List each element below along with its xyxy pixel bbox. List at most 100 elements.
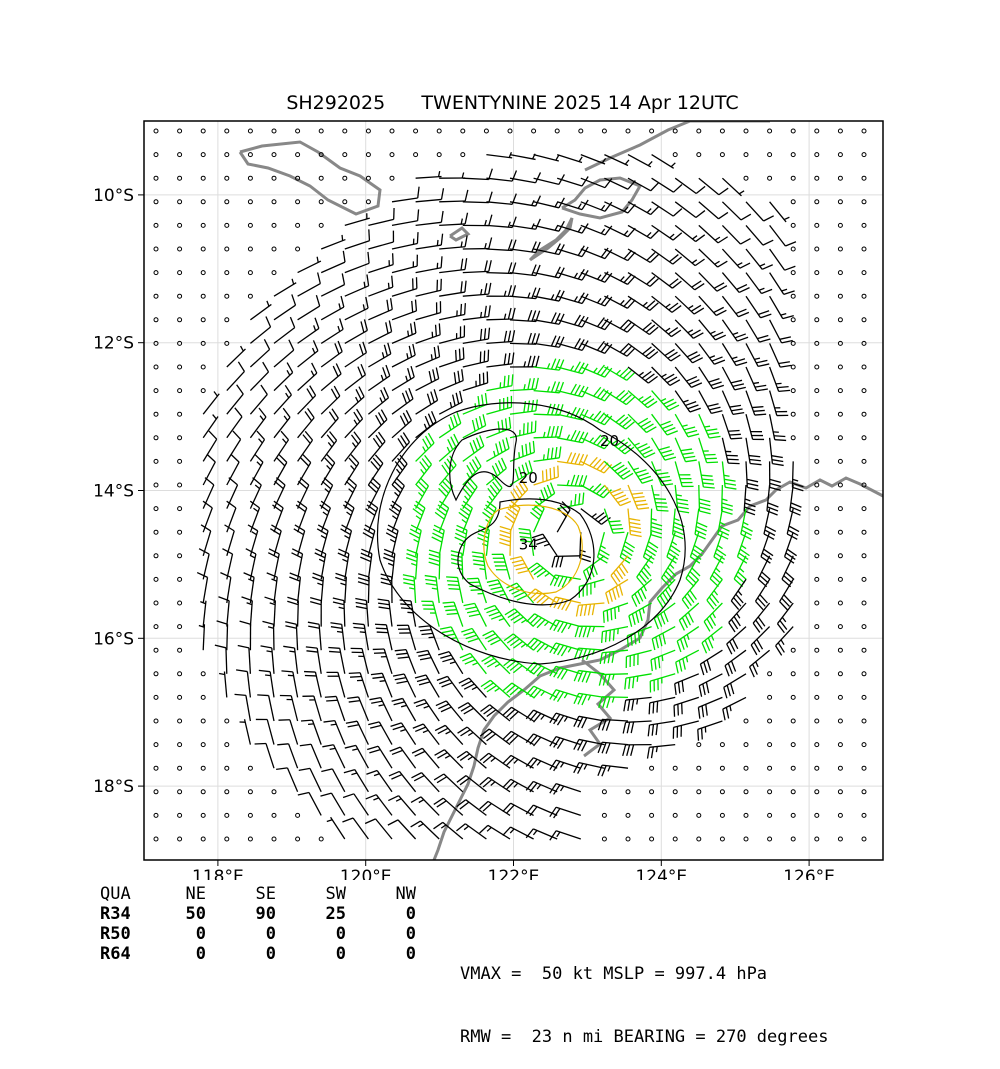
- wind-barbs: [154, 129, 866, 841]
- coastline-island-north: [585, 121, 770, 170]
- calm-marker: [838, 601, 842, 605]
- calm-marker: [272, 790, 276, 794]
- calm-marker: [272, 176, 276, 180]
- wind-barb: [770, 273, 795, 295]
- wind-barb: [414, 700, 439, 721]
- wind-barb: [368, 321, 391, 344]
- wind-barb: [746, 438, 761, 465]
- wind-barb: [250, 301, 271, 320]
- calm-marker: [744, 153, 748, 157]
- calm-marker: [862, 153, 866, 157]
- calm-marker: [154, 483, 158, 487]
- calm-marker: [248, 813, 252, 817]
- calm-marker: [154, 648, 158, 652]
- wind-barb: [328, 648, 344, 674]
- calm-marker: [838, 695, 842, 699]
- lat-tick-label: 14°S: [93, 482, 134, 502]
- calm-marker: [673, 129, 677, 133]
- calm-marker: [697, 743, 701, 747]
- wind-barb: [674, 697, 699, 716]
- wind-barb: [785, 532, 797, 563]
- wind-barb: [581, 318, 612, 330]
- wind-barb: [722, 296, 748, 317]
- wind-barb: [392, 232, 418, 249]
- wind-barb: [722, 225, 750, 244]
- wind-barb: [550, 737, 581, 749]
- calm-marker: [815, 294, 819, 298]
- calm-marker: [768, 176, 772, 180]
- wind-barb: [770, 438, 784, 466]
- calm-marker: [862, 530, 866, 534]
- wind-barb: [463, 283, 491, 296]
- calm-marker: [815, 412, 819, 416]
- wind-barb: [368, 231, 393, 249]
- wind-barb: [416, 256, 442, 272]
- wind-barb: [652, 367, 680, 385]
- calm-marker: [319, 837, 323, 841]
- wind-barb: [392, 366, 414, 390]
- calm-marker: [838, 129, 842, 133]
- wind-barb: [722, 249, 750, 268]
- wind-barb: [722, 414, 742, 439]
- wind-barb: [699, 438, 718, 463]
- wind-barb: [534, 447, 561, 462]
- wind-barb: [677, 627, 699, 652]
- calm-marker: [225, 743, 229, 747]
- calm-marker: [720, 129, 724, 133]
- calm-marker: [838, 719, 842, 723]
- wind-barb: [486, 308, 515, 320]
- table-row: R34 50 90 25 0: [100, 904, 416, 924]
- wind-barb: [483, 631, 510, 650]
- wind-barb: [236, 670, 250, 698]
- calm-marker: [178, 318, 182, 322]
- wind-barb: [255, 743, 274, 768]
- calm-marker: [862, 790, 866, 794]
- wind-barb: [628, 509, 642, 537]
- wind-barb: [436, 701, 463, 721]
- calm-marker: [838, 766, 842, 770]
- wind-barb: [390, 747, 416, 768]
- wind-barb: [250, 317, 270, 344]
- calm-marker: [815, 530, 819, 534]
- wind-barb: [321, 409, 338, 438]
- wind-barb: [416, 389, 438, 414]
- wind-barb: [238, 645, 251, 673]
- wind-barb: [425, 576, 439, 603]
- calm-marker: [248, 790, 252, 794]
- wind-barb: [298, 363, 317, 391]
- wind-barb: [557, 452, 587, 465]
- wind-barb: [699, 414, 721, 438]
- wind-barb: [675, 461, 693, 486]
- grid-lines: [144, 121, 883, 860]
- calm-marker: [178, 176, 182, 180]
- table-row: R50 0 0 0 0: [100, 924, 416, 944]
- calm-marker: [366, 153, 370, 157]
- wind-barb: [203, 392, 219, 415]
- calm-marker: [225, 271, 229, 275]
- wind-barb: [486, 438, 509, 462]
- wind-barb: [463, 393, 487, 414]
- calm-marker: [838, 341, 842, 345]
- wind-barb: [486, 152, 512, 158]
- wind-barb: [416, 301, 441, 320]
- calm-marker: [815, 813, 819, 817]
- calm-marker: [791, 766, 795, 770]
- calm-marker: [178, 436, 182, 440]
- calm-marker: [815, 507, 819, 511]
- wind-barb: [274, 363, 293, 391]
- wind-barb: [628, 485, 649, 509]
- wind-barb: [651, 509, 662, 538]
- wind-barb: [355, 598, 368, 626]
- wind-barb: [463, 435, 484, 461]
- coastline-islet: [450, 228, 468, 240]
- table-cell: 50: [160, 904, 206, 924]
- calm-marker: [815, 648, 819, 652]
- calm-marker: [248, 176, 252, 180]
- wind-barb: [345, 478, 357, 509]
- calm-marker: [815, 129, 819, 133]
- calm-marker: [720, 153, 724, 157]
- wind-barb: [675, 414, 699, 437]
- calm-marker: [555, 129, 559, 133]
- calm-marker: [437, 129, 441, 133]
- calm-marker: [673, 837, 677, 841]
